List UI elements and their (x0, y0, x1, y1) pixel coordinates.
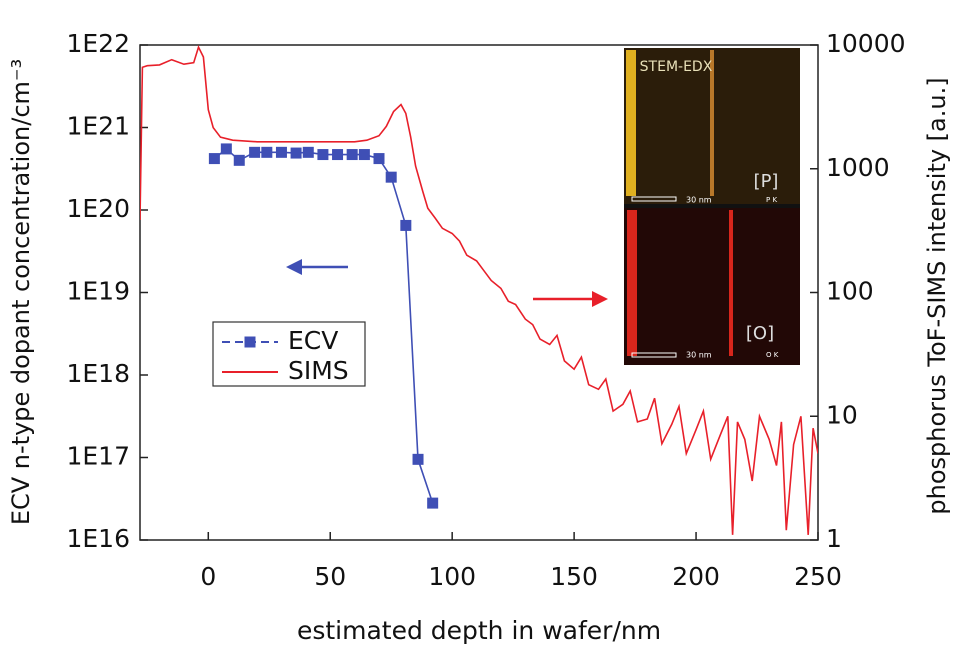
x-tick-label: 0 (200, 562, 216, 591)
series-line (140, 45, 818, 535)
x-tick-label: 250 (794, 562, 842, 591)
data-point (373, 153, 385, 165)
data-point (385, 171, 397, 183)
data-point (427, 497, 439, 509)
data-point (302, 146, 314, 158)
inset-stripe (626, 50, 636, 196)
data-point (332, 149, 344, 161)
scale-bar (631, 352, 677, 358)
y-tick-label: 1E19 (66, 277, 130, 306)
x-tick-label: 200 (672, 562, 720, 591)
inset-edge: P K (766, 196, 777, 204)
y-tick-label: 1E16 (66, 524, 130, 553)
y2-tick-label: 10 (826, 400, 858, 429)
legend-label: SIMS (288, 356, 349, 385)
x-tick-label: 100 (428, 562, 476, 591)
right-arrow (533, 291, 608, 307)
data-point (220, 143, 232, 155)
x-tick-label: 50 (314, 562, 346, 591)
data-point (208, 153, 220, 165)
legend-label: ECV (288, 326, 338, 355)
y2-tick-label: 10000 (826, 29, 906, 58)
y2-tick-label: 100 (826, 277, 874, 306)
y2-tick-label: 1000 (826, 153, 890, 182)
data-point (290, 147, 302, 159)
data-point (317, 149, 329, 161)
data-point (261, 146, 273, 158)
data-point (275, 146, 287, 158)
y-axis-label: ECV n-type dopant concentration/cm⁻³ (7, 59, 35, 525)
data-point (358, 149, 370, 161)
data-point (233, 154, 245, 166)
inset-image: STEM-EDX [P] 30 nm P K [O] 30 nm O K (624, 48, 800, 365)
y-tick-label: 1E17 (66, 442, 130, 471)
data-point (249, 146, 261, 158)
inset-stripe (710, 50, 714, 196)
y-tick-label: 1E18 (66, 359, 130, 388)
data-point (346, 149, 358, 161)
y2-axis-label: phosphorus ToF-SIMS intensity [a.u.] (923, 77, 951, 514)
scale-bar (631, 196, 677, 202)
x-axis-label: estimated depth in wafer/nm (297, 616, 661, 645)
y-tick-label: 1E22 (66, 29, 130, 58)
x-tick-label: 150 (550, 562, 598, 591)
inset-stripe (627, 210, 637, 356)
inset-title: STEM-EDX (640, 59, 713, 75)
inset-scale: 30 nm (686, 196, 712, 205)
left-arrow (286, 259, 348, 275)
inset-edge: O K (766, 351, 779, 359)
inset-panel-o (624, 208, 800, 365)
inset-stripe (729, 210, 733, 356)
legend-box (212, 321, 366, 387)
y2-tick-label: 1 (826, 524, 842, 553)
legend-marker (244, 336, 256, 348)
y-tick-label: 1E20 (66, 194, 130, 223)
inset-scale: 30 nm (686, 351, 712, 360)
inset-label: [O] (746, 323, 774, 344)
inset-label: [P] (754, 171, 779, 192)
data-point (412, 453, 424, 465)
y-tick-label: 1E21 (66, 112, 130, 141)
data-point (400, 219, 412, 231)
